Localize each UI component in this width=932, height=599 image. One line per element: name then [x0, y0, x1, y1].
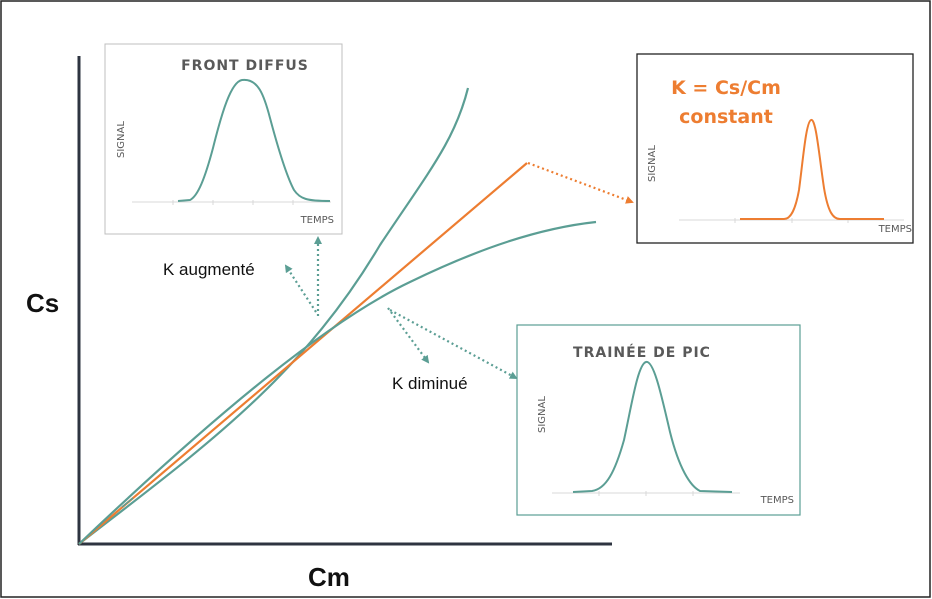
- inset-trainee-xlabel: TEMPS: [760, 495, 794, 506]
- curve-k-decreased: [78, 220, 597, 545]
- arrow-to-trainee: [389, 309, 518, 379]
- y-axis-title: Cs: [26, 288, 59, 318]
- k-increased-label: K augmenté: [163, 260, 255, 279]
- k-decreased-label: K diminué: [392, 374, 468, 393]
- x-axis-title: Cm: [308, 562, 350, 592]
- inset-trainee-ylabel: SIGNAL: [537, 396, 548, 433]
- inset-constant-ylabel: SIGNAL: [647, 145, 658, 182]
- inset-constant: K = Cs/Cm constant SIGNAL TEMPS: [636, 53, 914, 244]
- inset-trainee-peak: [572, 361, 733, 493]
- inset-trainee: TRAINÉE DE PIC SIGNAL TEMPS: [516, 324, 801, 516]
- inset-front-diffus-xlabel: TEMPS: [300, 215, 334, 226]
- inset-trainee-frame: [516, 324, 801, 516]
- inset-constant-title-line2: constant: [679, 106, 773, 128]
- inset-constant-title-line1: K = Cs/Cm: [671, 77, 781, 99]
- line-k-constant: [78, 162, 528, 545]
- inset-front-diffus-ylabel: SIGNAL: [116, 121, 127, 158]
- inset-constant-peak: [740, 118, 884, 220]
- inset-front-diffus-title: FRONT DIFFUS: [181, 58, 309, 74]
- inset-front-diffus: FRONT DIFFUS SIGNAL TEMPS: [104, 43, 343, 235]
- inset-constant-frame: [636, 53, 914, 244]
- arrow-to-constant: [527, 161, 634, 204]
- arrow-to-k-decreased: [387, 307, 430, 364]
- arrow-to-k-increased: [284, 264, 317, 313]
- inset-trainee-title: TRAINÉE DE PIC: [573, 344, 711, 361]
- curve-k-increased: [78, 87, 470, 545]
- inset-front-diffus-peak: [177, 78, 331, 202]
- inset-constant-xlabel: TEMPS: [878, 224, 912, 235]
- curve-tick: [121, 497, 134, 508]
